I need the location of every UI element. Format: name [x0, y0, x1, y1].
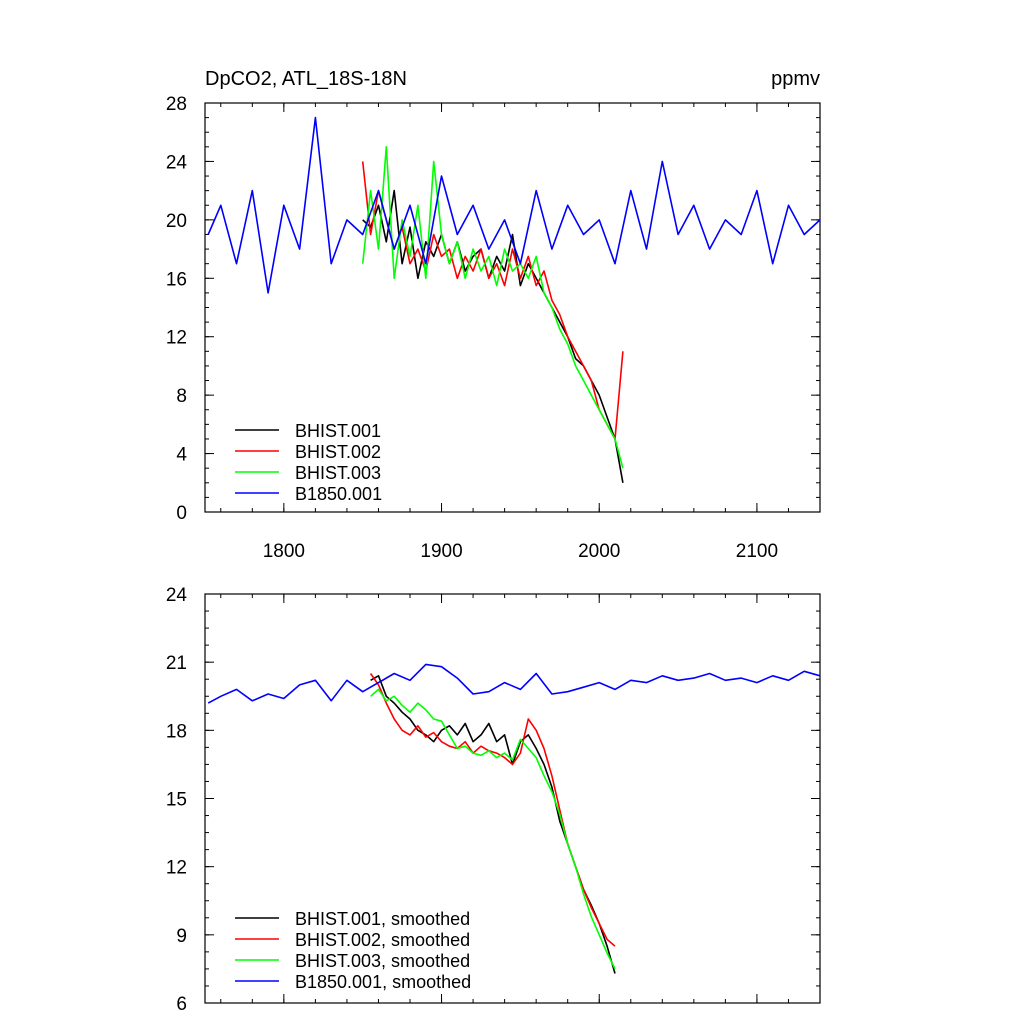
- x-tick-label: 2000: [578, 541, 620, 562]
- legend-label-b1850-001-smoothed: B1850.001, smoothed: [295, 972, 471, 992]
- series-line-bhist-003-smoothed: [370, 688, 616, 970]
- legend-label-bhist-003-smoothed: BHIST.003, smoothed: [295, 951, 470, 971]
- y-tick-label: 21: [166, 653, 187, 674]
- y-tick-label: 12: [166, 328, 187, 349]
- series-line-b1850-001: [207, 116, 821, 294]
- series-line-bhist-002-smoothed: [369, 673, 616, 947]
- y-tick-label: 24: [166, 585, 188, 606]
- series-line-bhist-002: [361, 161, 624, 440]
- y-tick-label: 15: [166, 790, 187, 811]
- top-chart-title: DpCO2, ATL_18S-18N: [205, 68, 407, 90]
- series-line-bhist-003: [361, 146, 624, 469]
- legend-label-b1850-001: B1850.001: [295, 484, 382, 504]
- legend-label-bhist-002-smoothed: BHIST.002, smoothed: [295, 930, 470, 950]
- y-tick-label: 16: [166, 269, 187, 290]
- legend-label-bhist-001: BHIST.001: [295, 421, 381, 441]
- y-tick-label: 6: [176, 994, 187, 1015]
- top-chart-panel: DpCO2, ATL_18S-18N ppmv 0 4 8 12 16 20 24 28 180…: [166, 68, 821, 562]
- y-tick-label: 24: [166, 152, 188, 173]
- legend-label-bhist-001-smoothed: BHIST.001, smoothed: [295, 909, 470, 929]
- y-tick-label: 9: [176, 926, 187, 947]
- series-line-b1850-001-smoothed: [207, 663, 821, 704]
- top-chart-units: ppmv: [771, 68, 820, 90]
- y-tick-label: 18: [166, 721, 187, 742]
- legend-label-bhist-003: BHIST.003: [295, 463, 381, 483]
- x-tick-label: 1900: [420, 541, 462, 562]
- bottom-chart-panel: 6 9 12 15 18 21 24 BHIST.001, smoothedBHIST.002…: [166, 585, 821, 1015]
- x-tick-label: 1800: [263, 541, 305, 562]
- y-tick-label: 12: [166, 858, 187, 879]
- y-tick-label: 8: [176, 386, 187, 407]
- y-tick-label: 28: [166, 94, 187, 115]
- y-tick-label: 4: [176, 445, 187, 466]
- legend-label-bhist-002: BHIST.002: [295, 442, 381, 462]
- x-tick-label: 2100: [736, 541, 778, 562]
- y-tick-label: 0: [176, 503, 187, 524]
- y-tick-label: 20: [166, 211, 187, 232]
